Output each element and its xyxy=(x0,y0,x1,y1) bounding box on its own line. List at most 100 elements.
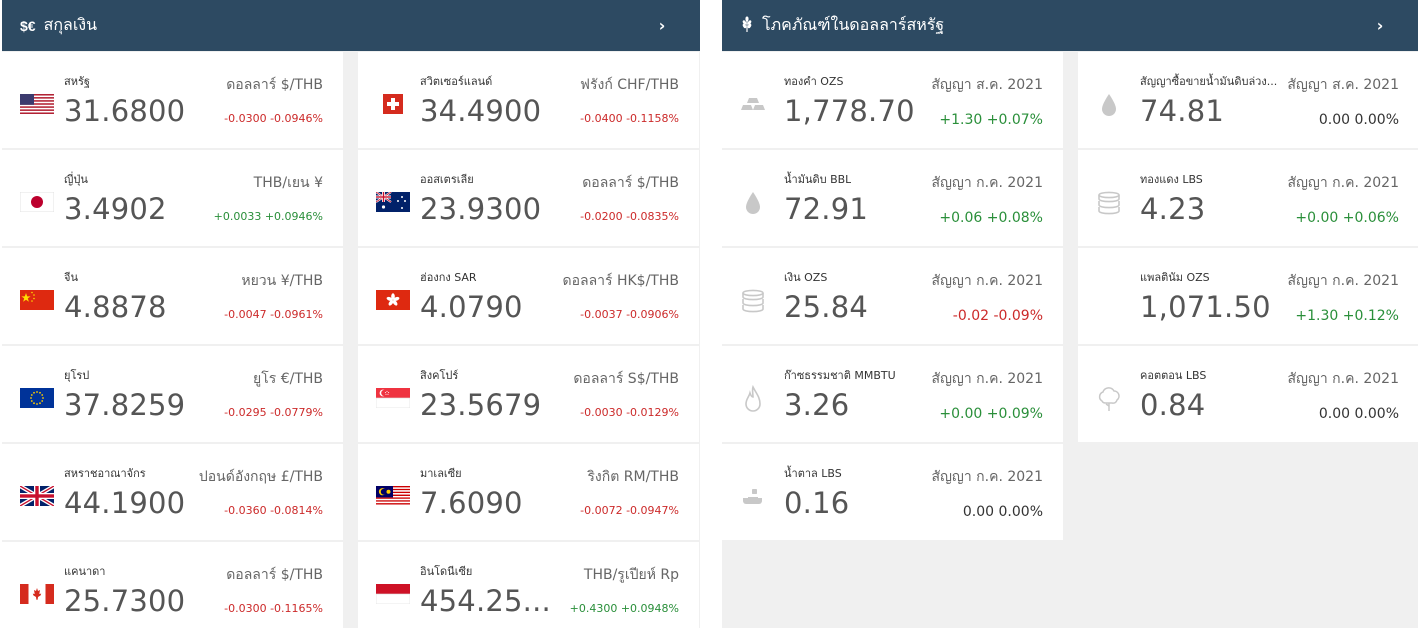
currencies-grid: สหรัฐ 31.6800 ดอลลาร์ $/THB -0.0300 -0.0946… xyxy=(2,51,700,628)
flag-au-icon xyxy=(376,192,410,212)
currency-card[interactable]: ออสเตรเลีย 23.9300 ดอลลาร์ $/THB -0.0200 -0… xyxy=(358,150,699,246)
commodity-price: 0.84 xyxy=(1140,388,1206,422)
commodity-card[interactable]: สัญญาซื้อขายน้ำมันดิบล่วง... 74.81 สัญญา ส… xyxy=(1078,52,1418,148)
commodity-name: ทองแดง LBS xyxy=(1140,173,1203,186)
flame-icon xyxy=(738,384,768,414)
commodity-price: 72.91 xyxy=(784,192,869,226)
change-value: +0.06 +0.08% xyxy=(939,210,1043,226)
currency-country: สหราชอาณาจักร xyxy=(64,467,146,480)
commodity-card[interactable]: คอตตอน LBS 0.84 สัญญา ก.ค. 2021 0.00 0.00% xyxy=(1078,346,1418,442)
change-absolute: -0.0037 xyxy=(580,308,623,321)
commodity-card[interactable]: เงิน OZS 25.84 สัญญา ก.ค. 2021 -0.02 -0.09% xyxy=(722,248,1063,344)
change-value: +0.00 +0.09% xyxy=(939,406,1043,422)
currency-rate: 37.8259 xyxy=(64,388,186,422)
currency-pair: THB/เยน ¥ xyxy=(253,175,323,191)
change-value: -0.02 -0.09% xyxy=(953,308,1043,324)
currency-card[interactable]: สวิตเซอร์แลนด์ 34.4900 ฟรังก์ CHF/THB -0.04… xyxy=(358,52,699,148)
currency-country: ฮ่องกง SAR xyxy=(420,271,477,284)
currency-card[interactable]: แคนาดา 25.7300 ดอลลาร์ $/THB -0.0300 -0.116… xyxy=(2,542,343,628)
chevron-right-icon[interactable]: › xyxy=(1376,16,1384,35)
currency-rate: 25.7300 xyxy=(64,584,186,618)
change-value: -0.0400 -0.1158% xyxy=(580,112,679,125)
change-percent: 0.00% xyxy=(998,504,1043,520)
change-percent: -0.0946% xyxy=(270,112,323,125)
currencies-title: สกุลเงิน xyxy=(43,15,98,34)
currency-pair: ดอลลาร์ $/THB xyxy=(582,175,679,191)
commodity-card[interactable]: แพลตินัม OZS 1,071.50 สัญญา ก.ค. 2021 +1.30… xyxy=(1078,248,1418,344)
change-absolute: +1.30 xyxy=(939,112,983,128)
change-value: -0.0300 -0.0946% xyxy=(224,112,323,125)
change-percent: -0.1158% xyxy=(626,112,679,125)
currency-rate: 454.25... xyxy=(420,584,551,618)
commodity-card[interactable]: น้ำตาล LBS 0.16 สัญญา ก.ค. 2021 0.00 0.00% xyxy=(722,444,1063,540)
change-absolute: -0.0400 xyxy=(580,112,623,125)
currency-country: อินโดนีเซีย xyxy=(420,565,473,578)
currency-card[interactable]: จีน 4.8878 หยวน ¥/THB -0.0047 -0.0961% xyxy=(2,248,343,344)
currency-pair: ดอลลาร์ S$/THB xyxy=(573,371,679,387)
change-value: -0.0360 -0.0814% xyxy=(224,504,323,517)
commodity-card[interactable]: ทองคำ OZS 1,778.70 สัญญา ส.ค. 2021 +1.30 +0… xyxy=(722,52,1063,148)
change-percent: +0.0946% xyxy=(264,210,323,223)
currency-card[interactable]: อินโดนีเซีย 454.25... THB/รูเปียห์ Rp +0.43… xyxy=(358,542,699,628)
oil-drop-icon xyxy=(1094,90,1124,120)
commodity-name: สัญญาซื้อขายน้ำมันดิบล่วง... xyxy=(1140,75,1278,88)
change-value: -0.0300 -0.1165% xyxy=(224,602,323,615)
currency-pair: ดอลลาร์ $/THB xyxy=(226,77,323,93)
currency-rate: 23.9300 xyxy=(420,192,542,226)
currency-card[interactable]: มาเลเซีย 7.6090 ริงกิต RM/THB -0.0072 -0.09… xyxy=(358,444,699,540)
change-percent: +0.06% xyxy=(1342,210,1399,226)
currency-rate: 4.0790 xyxy=(420,290,523,324)
change-absolute: +1.30 xyxy=(1295,308,1339,324)
change-value: 0.00 0.00% xyxy=(1319,112,1399,128)
commodity-price: 1,071.50 xyxy=(1140,290,1271,324)
change-absolute: 0.00 xyxy=(1318,112,1351,128)
commodity-name: น้ำตาล LBS xyxy=(784,467,842,480)
commodity-card[interactable]: ก๊าซธรรมชาติ MMBTU 3.26 สัญญา ก.ค. 2021 +0.… xyxy=(722,346,1063,442)
commodity-name: คอตตอน LBS xyxy=(1140,369,1207,382)
commodities-header: โภคภัณฑ์ในดอลลาร์สหรัฐ › xyxy=(722,0,1418,51)
flag-ca-icon xyxy=(20,584,54,604)
currency-country: มาเลเซีย xyxy=(420,467,462,480)
currency-card[interactable]: ญี่ปุ่น 3.4902 THB/เยน ¥ +0.0033 +0.0946% xyxy=(2,150,343,246)
change-absolute: 0.00 xyxy=(962,504,995,520)
currencies-panel: $€ สกุลเงิน › สหรัฐ 31.6800 ดอลลาร์ $/THB -… xyxy=(2,0,700,628)
currency-card[interactable]: สิงคโปร์ 23.5679 ดอลลาร์ S$/THB -0.0030 -0.… xyxy=(358,346,699,442)
commodities-title: โภคภัณฑ์ในดอลลาร์สหรัฐ xyxy=(762,15,945,34)
currency-card[interactable]: สหรัฐ 31.6800 ดอลลาร์ $/THB -0.0300 -0.0946… xyxy=(2,52,343,148)
coins-icon xyxy=(1094,188,1124,218)
contract-month: สัญญา ก.ค. 2021 xyxy=(931,273,1043,289)
currency-pair: THB/รูเปียห์ Rp xyxy=(583,567,679,583)
currency-rate: 31.6800 xyxy=(64,94,186,128)
currency-pair: ริงกิต RM/THB xyxy=(587,469,679,485)
commodity-price: 4.23 xyxy=(1140,192,1206,226)
currency-card[interactable]: สหราชอาณาจักร 44.1900 ปอนด์อังกฤษ £/THB -0.… xyxy=(2,444,343,540)
gold-bars-icon xyxy=(738,90,768,120)
change-absolute: -0.0295 xyxy=(224,406,267,419)
chevron-right-icon[interactable]: › xyxy=(658,16,666,35)
change-absolute: +0.06 xyxy=(939,210,983,226)
currency-card[interactable]: ฮ่องกง SAR 4.0790 ดอลลาร์ HK$/THB -0.0037 -… xyxy=(358,248,699,344)
change-value: 0.00 0.00% xyxy=(963,504,1043,520)
flag-jp-icon xyxy=(20,192,54,212)
commodity-name: น้ำมันดิบ BBL xyxy=(784,173,852,186)
sugar-icon xyxy=(738,482,768,512)
change-value: +0.0033 +0.0946% xyxy=(214,210,323,223)
currency-rate: 7.6090 xyxy=(420,486,523,520)
change-percent: +0.08% xyxy=(986,210,1043,226)
currency-card[interactable]: ยุโรป 37.8259 ยูโร €/THB -0.0295 -0.0779% xyxy=(2,346,343,442)
change-absolute: +0.00 xyxy=(939,406,983,422)
currency-rate: 23.5679 xyxy=(420,388,542,422)
commodity-card[interactable]: ทองแดง LBS 4.23 สัญญา ก.ค. 2021 +0.00 +0.06… xyxy=(1078,150,1418,246)
commodities-panel: โภคภัณฑ์ในดอลลาร์สหรัฐ › ทองคำ OZS 1,778.… xyxy=(722,0,1418,628)
commodity-card[interactable]: น้ำมันดิบ BBL 72.91 สัญญา ก.ค. 2021 +0.06 +… xyxy=(722,150,1063,246)
change-absolute: -0.02 xyxy=(952,308,990,324)
commodity-price: 3.26 xyxy=(784,388,850,422)
change-value: -0.0030 -0.0129% xyxy=(580,406,679,419)
change-percent: -0.0906% xyxy=(626,308,679,321)
change-absolute: +0.0033 xyxy=(213,210,262,223)
change-absolute: +0.00 xyxy=(1295,210,1339,226)
commodity-price: 74.81 xyxy=(1140,94,1225,128)
contract-month: สัญญา ก.ค. 2021 xyxy=(1287,273,1399,289)
contract-month: สัญญา ก.ค. 2021 xyxy=(931,371,1043,387)
commodity-price: 0.16 xyxy=(784,486,850,520)
